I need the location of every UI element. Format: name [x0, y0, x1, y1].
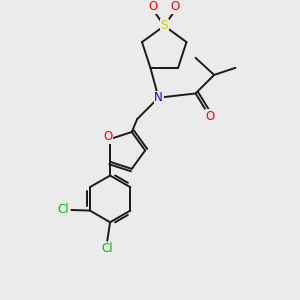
Text: Cl: Cl [101, 242, 113, 255]
Text: O: O [206, 110, 215, 123]
Text: O: O [103, 130, 112, 143]
Text: S: S [160, 20, 168, 32]
Text: Cl: Cl [58, 203, 69, 217]
Text: O: O [149, 0, 158, 13]
Text: N: N [154, 91, 163, 104]
Text: O: O [170, 0, 180, 13]
